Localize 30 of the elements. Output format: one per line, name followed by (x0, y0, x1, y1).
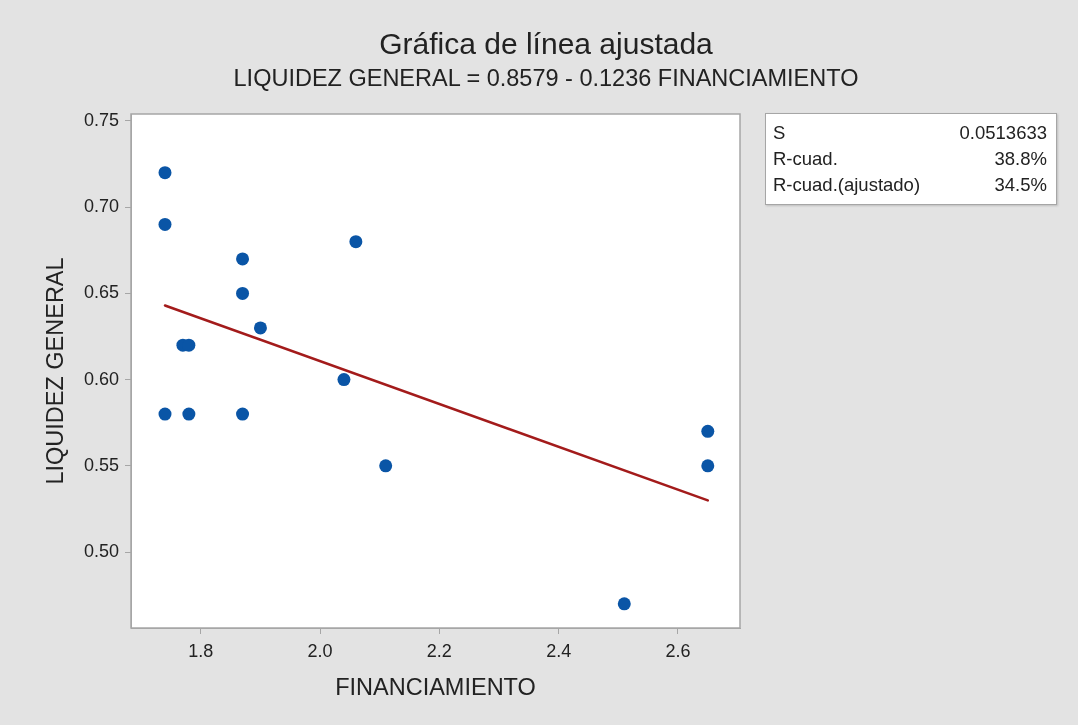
info-box: S 0.0513633 R-cuad. 38.8% R-cuad.(ajustado) 34.5% (765, 113, 1057, 205)
point (349, 235, 363, 249)
point (701, 459, 715, 473)
x-tick-label: 2.4 (546, 640, 572, 661)
x-tick-label: 2.2 (426, 640, 452, 661)
x-tick-label: 2.0 (307, 640, 333, 661)
y-tick-label: 0.75 (83, 109, 119, 130)
point (253, 321, 267, 335)
point (337, 373, 351, 387)
point (158, 407, 172, 421)
point (158, 166, 172, 180)
y-tick-label: 0.70 (83, 196, 119, 217)
x-axis-title: FINANCIAMIENTO (335, 674, 536, 701)
y-tick-label: 0.60 (83, 368, 119, 389)
point (379, 459, 393, 473)
chart-title: Gráfica de línea ajustada (378, 27, 714, 61)
point (182, 407, 196, 421)
point (701, 424, 715, 438)
point (236, 407, 250, 421)
point (236, 286, 250, 300)
chart-subtitle: LIQUIDEZ GENERAL = 0.8579 - 0.1236 FINANCIAMIENTO (232, 64, 860, 92)
point (236, 252, 250, 266)
point (158, 217, 172, 231)
y-axis-title: LIQUIDEZ GENERAL (41, 257, 68, 485)
y-tick-label: 0.65 (83, 282, 119, 303)
y-tick-label: 0.55 (83, 454, 119, 475)
y-tick-label: 0.50 (83, 541, 119, 562)
x-tick-label: 2.6 (665, 640, 691, 661)
point (617, 597, 631, 611)
x-tick-label: 1.8 (188, 640, 214, 661)
